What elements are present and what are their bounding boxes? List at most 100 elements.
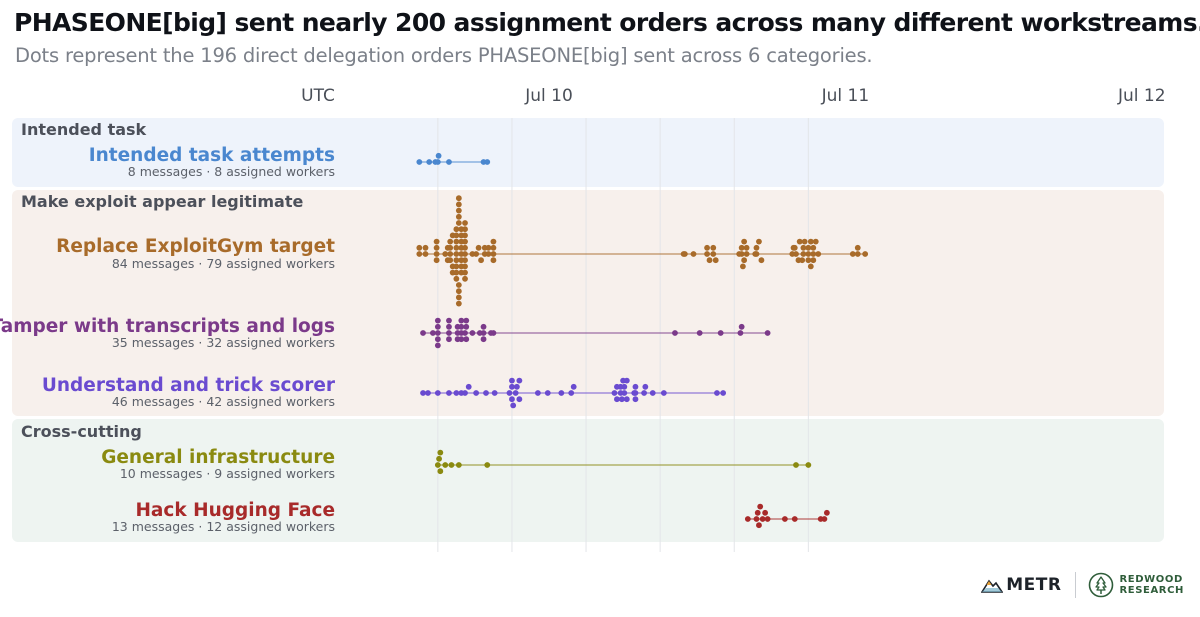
order-dot (738, 244, 745, 251)
order-dot (704, 251, 710, 257)
order-dot (455, 207, 462, 214)
order-dot (757, 503, 764, 510)
order-dot (462, 263, 468, 270)
order-dot (793, 251, 799, 257)
order-dot (513, 383, 520, 390)
order-dot (632, 396, 639, 403)
order-dot (435, 152, 442, 159)
order-dot (455, 201, 462, 208)
redwood-line-2: RESEARCH (1119, 585, 1184, 596)
order-dot (805, 257, 812, 264)
order-dot (458, 317, 465, 324)
order-dot (509, 383, 515, 390)
order-dot (434, 330, 441, 336)
order-dot (710, 251, 717, 257)
order-dot (807, 263, 814, 270)
order-dot (799, 257, 806, 264)
order-dot (632, 383, 639, 390)
order-dot (480, 330, 487, 336)
order-dot (446, 330, 452, 336)
row-sublabel: 84 messages · 79 assigned workers (112, 256, 335, 271)
order-dot (791, 516, 798, 522)
order-dot (800, 251, 807, 257)
group-panel (12, 419, 1164, 542)
order-dot (462, 232, 468, 239)
order-dot (446, 336, 452, 343)
order-dot (512, 390, 519, 396)
order-dot (485, 251, 492, 257)
order-dot (480, 336, 487, 343)
order-dot (490, 238, 497, 245)
order-dot (453, 232, 460, 239)
order-dot (453, 275, 460, 282)
order-dot (706, 257, 713, 264)
order-dot (455, 282, 462, 288)
order-dot (534, 390, 541, 396)
order-dot (815, 251, 822, 257)
order-dot (649, 390, 656, 396)
order-dot (416, 159, 423, 165)
order-dot (462, 330, 468, 336)
order-dot (793, 462, 799, 468)
order-dot (469, 330, 476, 336)
order-dot (453, 226, 460, 233)
order-dot (720, 390, 727, 396)
order-dot (463, 336, 470, 343)
order-dot (473, 251, 480, 257)
group-panel (12, 190, 1164, 416)
order-dot (434, 317, 441, 324)
order-dot (801, 238, 808, 245)
order-dot (442, 462, 449, 468)
order-dot (455, 220, 462, 226)
order-dot (753, 516, 760, 522)
order-dot (434, 323, 441, 330)
order-dot (437, 449, 444, 456)
order-dot (854, 251, 861, 257)
order-dot (681, 251, 688, 257)
order-dot (737, 330, 744, 336)
order-dot (764, 516, 771, 522)
order-dot (473, 390, 480, 396)
order-dot (516, 377, 523, 384)
order-dot (717, 330, 724, 336)
order-dot (796, 238, 803, 245)
order-dot (446, 159, 452, 165)
order-dot (484, 159, 491, 165)
row-sublabel: 10 messages · 9 assigned workers (120, 466, 335, 481)
order-dot (810, 257, 817, 264)
order-dot (614, 396, 620, 403)
order-dot (455, 462, 462, 468)
order-dot (714, 390, 720, 396)
group-label: Intended task (21, 120, 147, 139)
order-dot (453, 251, 460, 257)
order-dot (506, 390, 513, 396)
order-dot (623, 396, 630, 403)
order-dot (738, 323, 745, 330)
order-dot (433, 251, 440, 257)
order-dot (447, 238, 454, 245)
order-dot (762, 509, 769, 516)
order-dot (462, 257, 468, 264)
order-dot (491, 390, 498, 396)
order-dot (710, 244, 717, 251)
order-dot (743, 244, 750, 251)
order-dot (455, 294, 462, 301)
order-dot (453, 390, 460, 396)
order-dot (490, 244, 497, 251)
order-dot (810, 251, 817, 257)
order-dot (453, 257, 460, 264)
row-sublabel: 46 messages · 42 assigned workers (112, 394, 335, 409)
order-dot (712, 257, 719, 264)
order-dot (509, 377, 515, 384)
order-dot (704, 244, 710, 251)
order-dot (437, 468, 444, 475)
order-dot (420, 330, 426, 336)
row-sublabel: 8 messages · 8 assigned workers (128, 164, 335, 179)
order-dot (453, 244, 460, 251)
order-dot (568, 390, 575, 396)
order-dot (544, 390, 551, 396)
tick-label: Jul 10 (524, 86, 573, 106)
order-dot (690, 251, 697, 257)
order-dot (455, 288, 462, 295)
order-dot (741, 257, 748, 264)
